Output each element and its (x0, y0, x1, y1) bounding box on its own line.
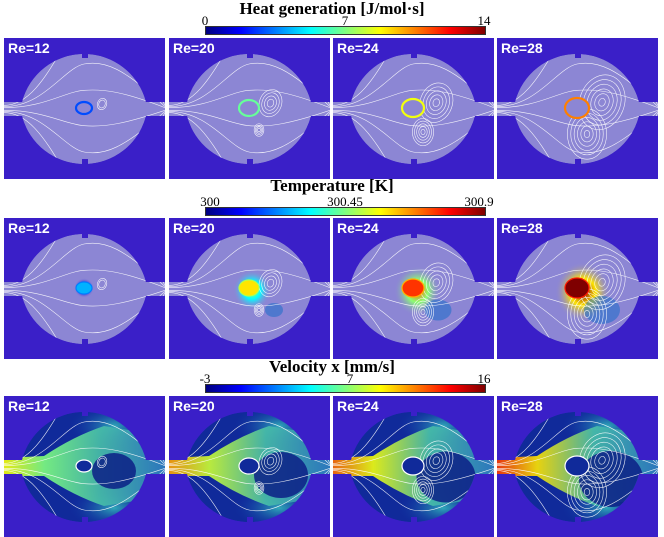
panel-temperature-re28: Re=28 (497, 218, 658, 359)
colorbar-tick-heat-mid: 7 (341, 13, 349, 28)
case-label: Re=12 (8, 398, 50, 414)
case-label: Re=28 (501, 398, 543, 414)
colorbar-velocity (205, 384, 486, 393)
panel-velocity-re28: Re=28 (497, 396, 658, 537)
case-label: Re=28 (501, 40, 543, 56)
case-label: Re=20 (173, 40, 215, 56)
panel-velocity-re24: Re=24 (333, 396, 494, 537)
case-label: Re=12 (8, 40, 50, 56)
colorbar-title-velocity: Velocity x [mm/s] (269, 357, 395, 376)
colorbar-tick-velocity-max: 16 (477, 371, 491, 386)
colorbar-temperature (205, 207, 486, 216)
panel-temperature-re24: Re=24 (333, 218, 494, 359)
case-label: Re=24 (337, 398, 379, 414)
panel-temperature-re12: Re=12 (4, 218, 165, 359)
panel-velocity-re12: Re=12 (4, 396, 165, 537)
colorbar-tick-temperature-mid: 300.45 (327, 194, 363, 209)
colorbar-tick-velocity-min: -3 (199, 371, 211, 386)
colorbar-tick-temperature-min: 300 (200, 194, 220, 209)
panel-heat-re28: Re=28 (497, 38, 658, 179)
colorbar-title-temperature: Temperature [K] (270, 176, 394, 195)
colorbar-tick-velocity-mid: 7 (346, 371, 354, 386)
case-label: Re=28 (501, 220, 543, 236)
case-label: Re=20 (173, 220, 215, 236)
case-label: Re=24 (337, 40, 379, 56)
case-label: Re=20 (173, 398, 215, 414)
panel-heat-re12: Re=12 (4, 38, 165, 179)
colorbar-tick-heat-max: 14 (477, 13, 491, 28)
panel-heat-re20: Re=20 (169, 38, 330, 179)
colorbar-tick-heat-min: 0 (201, 13, 209, 28)
case-label: Re=24 (337, 220, 379, 236)
panel-velocity-re20: Re=20 (169, 396, 330, 537)
panel-temperature-re20: Re=20 (169, 218, 330, 359)
colorbar-tick-temperature-max: 300.9 (464, 194, 494, 209)
panel-heat-re24: Re=24 (333, 38, 494, 179)
colorbar-heat (205, 26, 486, 35)
colorbar-title-heat: Heat generation [J/mol·s] (239, 0, 425, 18)
case-label: Re=12 (8, 220, 50, 236)
